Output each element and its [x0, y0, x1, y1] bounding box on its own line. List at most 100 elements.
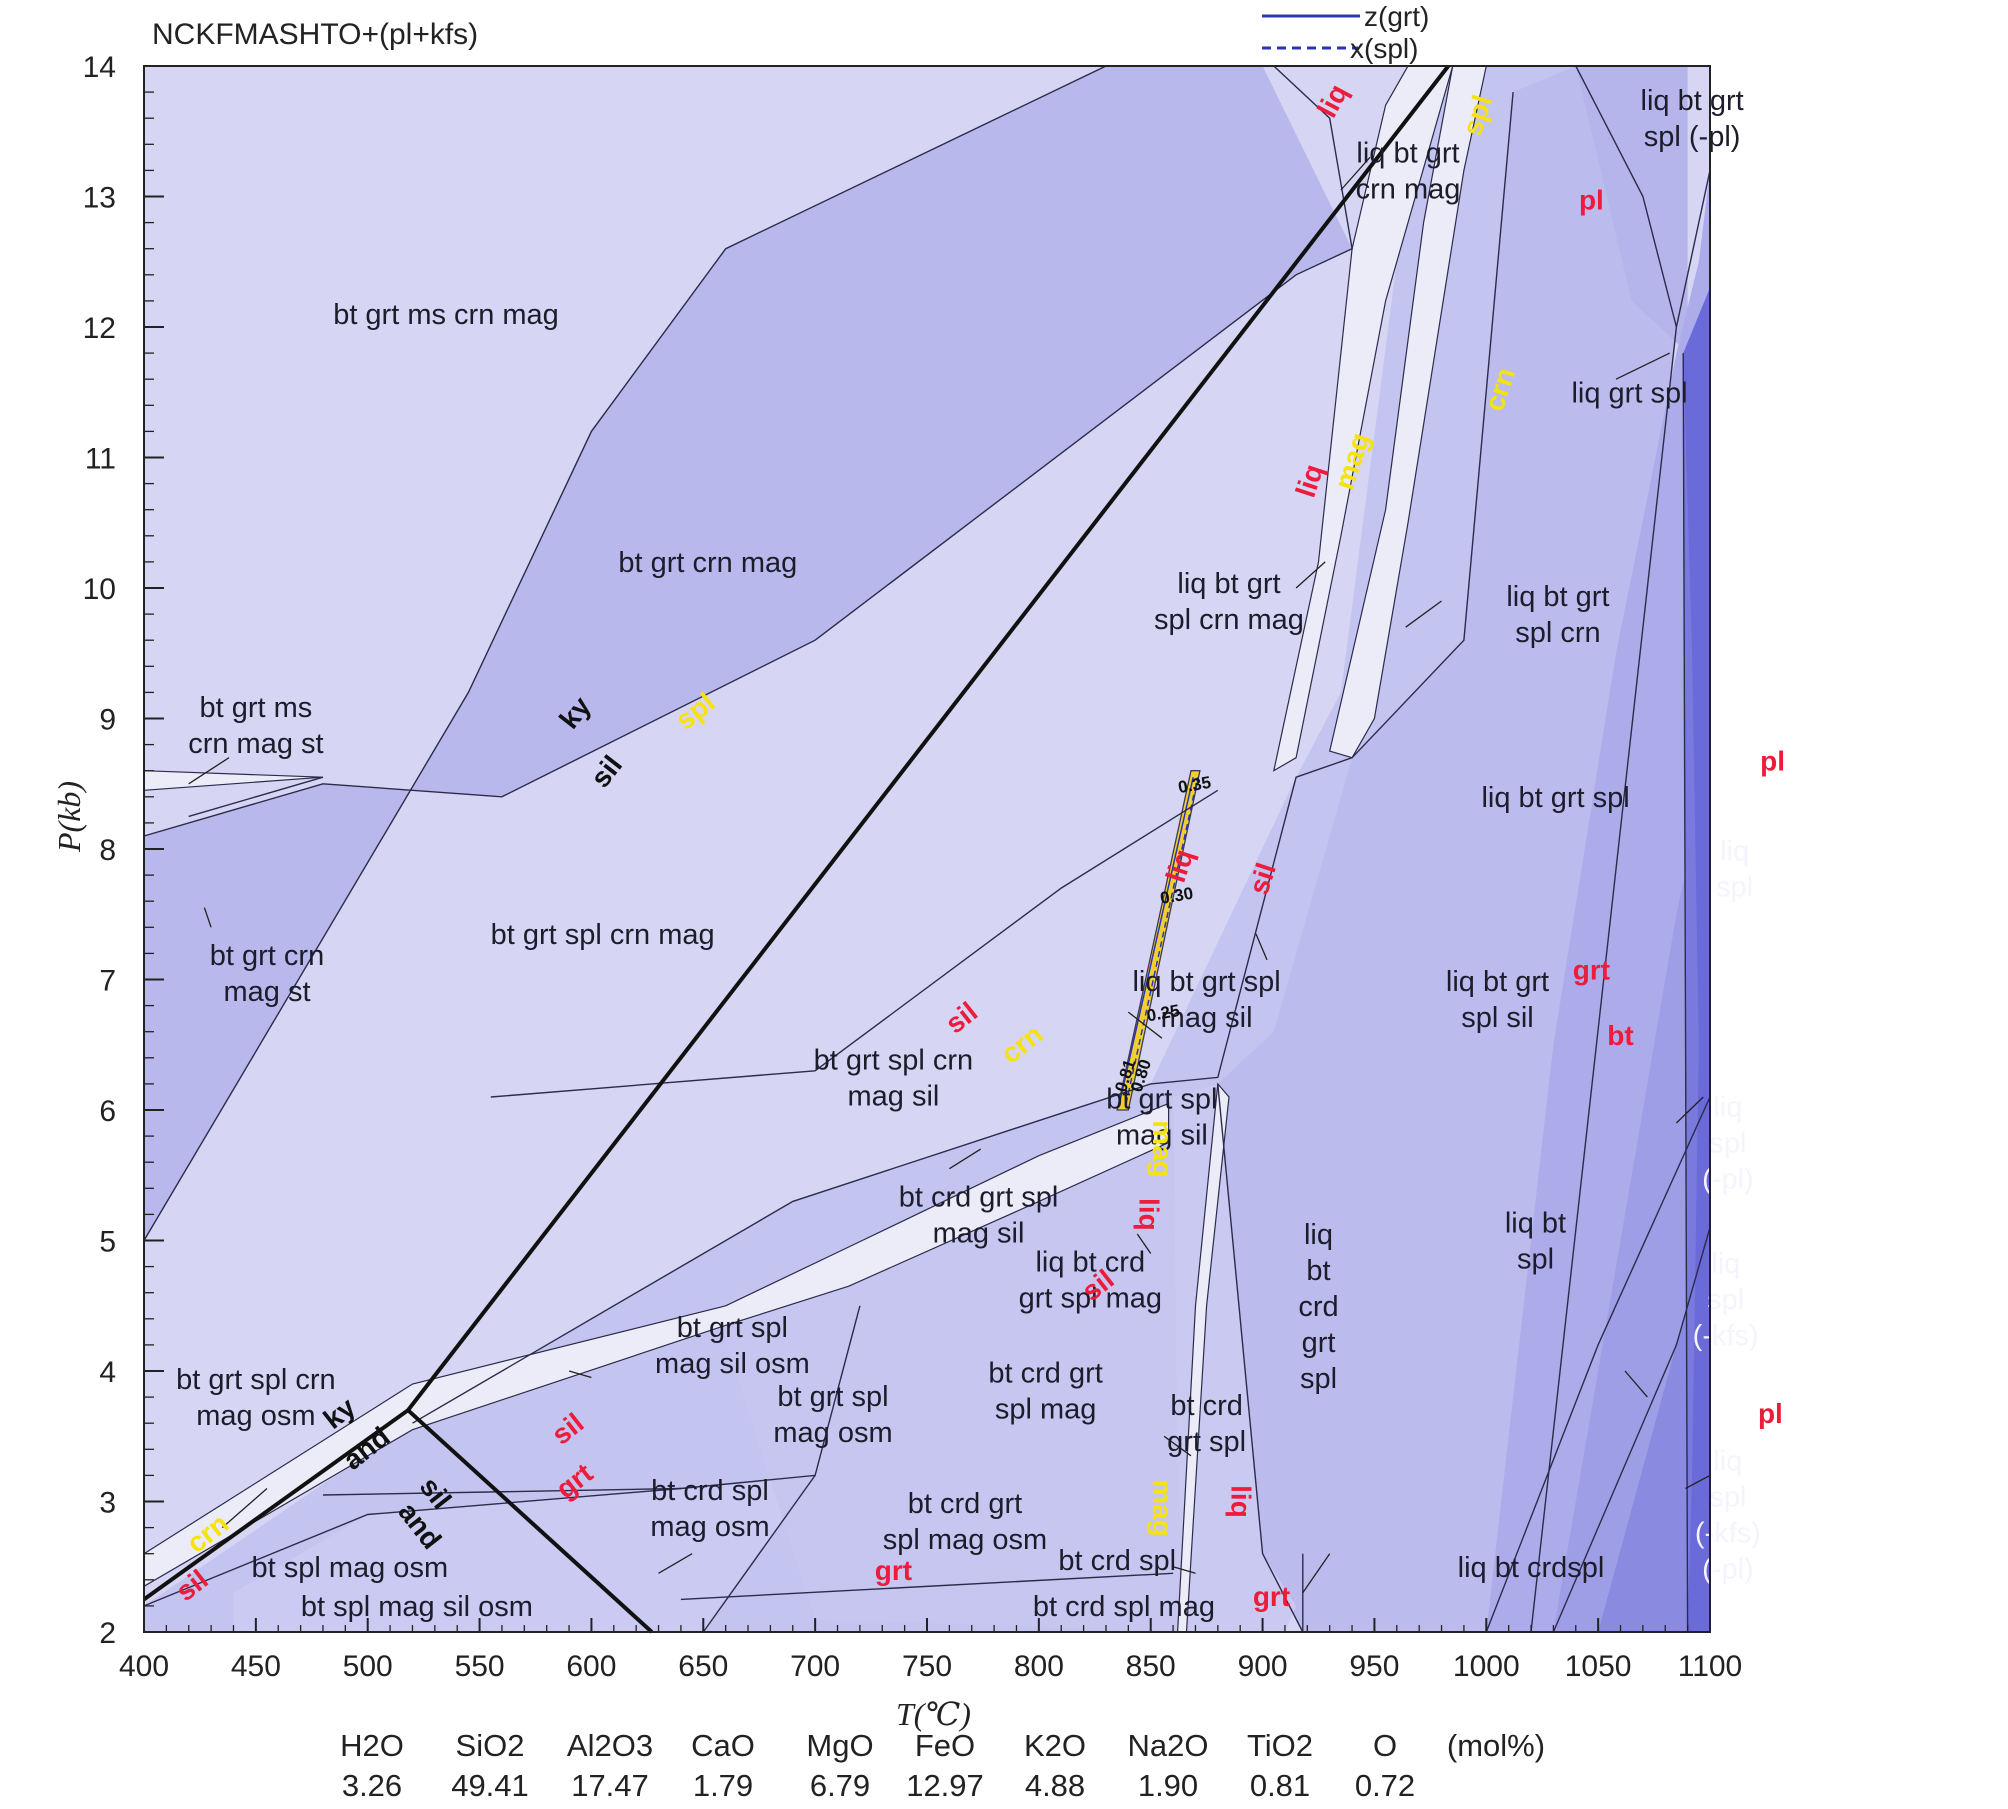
boundary-13	[1682, 353, 1689, 1633]
field-polygons	[143, 65, 1710, 1633]
composition-table: H2O 3.26 SiO2 49.41 Al2O3 17.47 CaO 1.79 MgO 6.79…	[340, 1728, 1545, 1803]
field-label-26: crd	[1298, 1291, 1338, 1323]
field-label-29: spl mag osm	[883, 1524, 1047, 1556]
field-label-19: liq	[1713, 1446, 1742, 1478]
field-label-10: spl crn mag	[1154, 604, 1304, 636]
field-label-9: liq bt grt spl	[1481, 782, 1629, 814]
field-label-21: liq bt crd	[1035, 1247, 1145, 1279]
field-label-8: spl sil	[1461, 1002, 1534, 1034]
field-label-26: bt	[1306, 1255, 1330, 1287]
field-label-2: bt grt ms	[199, 692, 312, 724]
oxide-label-5: FeO	[915, 1728, 975, 1763]
band-1	[1272, 65, 1454, 772]
boundary-11	[1485, 1096, 1711, 1633]
x-tick-label-5: 650	[678, 1650, 728, 1683]
boundary-8	[1575, 65, 1678, 328]
oxide-label-0: H2O	[340, 1728, 404, 1763]
boundary-12	[1552, 1227, 1711, 1633]
field-3	[714, 1110, 1196, 1632]
oxide-label-7: Na2O	[1128, 1728, 1209, 1763]
field-label-13: liq bt grt	[1641, 85, 1744, 117]
field-label-12: crn mag	[1356, 173, 1461, 205]
field-2	[233, 1475, 816, 1632]
y-tick-label-10: 12	[83, 312, 116, 345]
field-label-28: mag osm	[650, 1511, 769, 1543]
oxide-value-4: 6.79	[810, 1768, 870, 1803]
y-tick-label-0: 2	[99, 1617, 116, 1650]
field-label-1: bt grt crn mag	[618, 547, 797, 579]
reaction-label-14: mag	[1147, 1120, 1178, 1178]
reaction-label-10: grt	[1573, 955, 1610, 986]
reaction-label-22: grt	[875, 1555, 912, 1586]
y-tick-label-12: 14	[83, 51, 116, 84]
field-label-28: bt crd spl	[651, 1475, 769, 1507]
field-label-26: grt	[1302, 1327, 1336, 1359]
field-label-23: bt grt spl	[777, 1381, 888, 1413]
leader-12	[1172, 1566, 1196, 1574]
field-label-7: liq bt grt spl	[1132, 966, 1280, 998]
field-0	[144, 66, 1353, 1241]
band-2	[1328, 65, 1488, 759]
oxide-value-0: 3.26	[342, 1768, 402, 1803]
field-label-34: liq bt crdspl	[1458, 1552, 1605, 1584]
band-0	[143, 1102, 1170, 1588]
field-label-27: bt grt spl crn	[176, 1364, 336, 1396]
x-tick-label-14: 1100	[1678, 1650, 1743, 1683]
field-label-16: liq	[1713, 1092, 1742, 1124]
reaction-label-25: liq	[1225, 1485, 1256, 1518]
field-label-26: spl	[1300, 1363, 1337, 1395]
reaction-label-21: pl	[1758, 1398, 1783, 1429]
leader-10	[1127, 1011, 1163, 1039]
field-label-26: liq	[1304, 1219, 1333, 1251]
y-tick-label-6: 8	[99, 834, 116, 867]
field-label-22: mag sil osm	[655, 1348, 810, 1380]
field-label-31: bt spl mag sil osm	[301, 1591, 533, 1623]
oxide-value-7: 1.90	[1138, 1768, 1198, 1803]
chart-marks: bt grt ms crn mag bt grt crn mag bt grt ms…	[170, 79, 1785, 1623]
field-label-16: spl	[1709, 1128, 1746, 1160]
y-axis-label: P(kb)	[51, 781, 87, 853]
field-label-7: mag sil	[1161, 1002, 1253, 1034]
y-tick-label-9: 11	[85, 443, 116, 476]
leader-5	[1340, 156, 1371, 191]
al2sio5-line-1	[406, 1408, 654, 1634]
leader-17	[1136, 1233, 1152, 1254]
boundary-1	[412, 92, 1514, 1424]
field-label-33: bt crd spl mag	[1033, 1591, 1215, 1623]
x-tick-label-4: 600	[566, 1650, 616, 1683]
leader-1	[203, 907, 212, 928]
field-label-18: liq	[1711, 1248, 1740, 1280]
x-tick-label-6: 700	[790, 1650, 840, 1683]
field-label-24: spl mag	[995, 1394, 1097, 1426]
field-label-6: mag sil	[1116, 1120, 1208, 1152]
axis-ticks: 400 450 500 550 600 650 700 750 800 850 900 950 1000…	[83, 51, 1743, 1803]
oxide-value-5: 12.97	[906, 1768, 984, 1803]
leader-7	[1295, 561, 1326, 589]
reaction-label-24: mag	[1147, 1479, 1178, 1537]
x-tick-label-11: 950	[1349, 1650, 1399, 1683]
x-tick-label-1: 450	[231, 1650, 281, 1683]
oxide-label-6: K2O	[1024, 1728, 1086, 1763]
legend: z(grt) x(spl)	[1262, 1, 1429, 64]
x-tick-label-0: 400	[119, 1650, 169, 1683]
field-label-11: spl crn	[1515, 617, 1600, 649]
field-label-12: liq bt grt	[1356, 137, 1459, 169]
field-label-22: bt grt spl	[677, 1312, 788, 1344]
boundary-2	[490, 789, 1219, 1098]
field-label-32: bt crd spl	[1058, 1545, 1176, 1577]
leader-8	[1405, 600, 1442, 628]
oxide-label-9: O	[1373, 1728, 1397, 1763]
field-label-14: liq grt spl	[1571, 377, 1687, 409]
y-tick-label-3: 5	[99, 1226, 116, 1259]
x-tick-label-10: 900	[1238, 1650, 1288, 1683]
leader-2	[221, 1488, 268, 1529]
boundary-5	[680, 1572, 1174, 1601]
y-tick-label-11: 13	[83, 182, 116, 215]
leader-16	[1624, 1370, 1648, 1398]
boundary-16	[322, 1487, 681, 1496]
field-label-2: crn mag st	[188, 728, 323, 760]
oxide-value-6: 4.88	[1025, 1768, 1085, 1803]
boundary-lines	[142, 64, 1711, 1634]
oxide-label-2: Al2O3	[567, 1728, 653, 1763]
